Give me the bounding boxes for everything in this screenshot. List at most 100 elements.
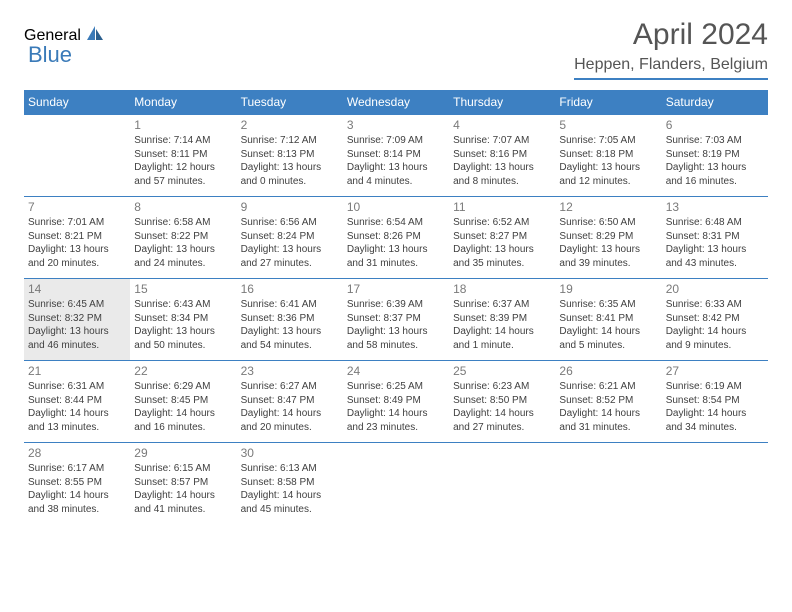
calendar-day-cell bbox=[662, 443, 768, 525]
sunset-text: Sunset: 8:54 PM bbox=[666, 394, 764, 408]
calendar-day-cell: 16Sunrise: 6:41 AMSunset: 8:36 PMDayligh… bbox=[237, 279, 343, 361]
calendar-day-cell: 25 Sunrise: 6:23 AMSunset: 8:50 PMDayligh… bbox=[449, 361, 555, 443]
sunset-text: Sunset: 8:45 PM bbox=[134, 394, 232, 408]
calendar-day-cell: 15Sunrise: 6:43 AMSunset: 8:34 PMDayligh… bbox=[130, 279, 236, 361]
day-header: Thursday bbox=[449, 90, 555, 115]
calendar-body: 1Sunrise: 7:14 AMSunset: 8:11 PMDaylight… bbox=[24, 115, 768, 525]
day-header: Sunday bbox=[24, 90, 130, 115]
day-number: 6 bbox=[666, 118, 764, 132]
day-number: 8 bbox=[134, 200, 232, 214]
sunset-text: Sunset: 8:26 PM bbox=[347, 230, 445, 244]
sunrise-text: Sunrise: 6:50 AM bbox=[559, 216, 657, 230]
day-info: Sunrise: 6:58 AMSunset: 8:22 PMDaylight:… bbox=[134, 216, 232, 270]
sunset-text: Sunset: 8:27 PM bbox=[453, 230, 551, 244]
day-number: 2 bbox=[241, 118, 339, 132]
calendar-day-cell: 21Sunrise: 6:31 AMSunset: 8:44 PMDayligh… bbox=[24, 361, 130, 443]
sunrise-text: Sunrise: 7:14 AM bbox=[134, 134, 232, 148]
calendar-table: SundayMondayTuesdayWednesdayThursdayFrid… bbox=[24, 90, 768, 525]
day-number: 14 bbox=[28, 282, 126, 296]
sunset-text: Sunset: 8:57 PM bbox=[134, 476, 232, 490]
sunrise-text: Sunrise: 6:31 AM bbox=[28, 380, 126, 394]
day-number: 24 bbox=[347, 364, 445, 378]
day-number: 22 bbox=[134, 364, 232, 378]
calendar-day-cell: 20Sunrise: 6:33 AMSunset: 8:42 PMDayligh… bbox=[662, 279, 768, 361]
sunset-text: Sunset: 8:13 PM bbox=[241, 148, 339, 162]
sunrise-text: Sunrise: 7:12 AM bbox=[241, 134, 339, 148]
day-info: Sunrise: 6:41 AMSunset: 8:36 PMDaylight:… bbox=[241, 298, 339, 352]
day-info: Sunrise: 6:48 AMSunset: 8:31 PMDaylight:… bbox=[666, 216, 764, 270]
sunset-text: Sunset: 8:47 PM bbox=[241, 394, 339, 408]
day-number: 26 bbox=[559, 364, 657, 378]
daylight-text: Daylight: 13 hours and 8 minutes. bbox=[453, 161, 551, 188]
day-info: Sunrise: 6:33 AMSunset: 8:42 PMDaylight:… bbox=[666, 298, 764, 352]
day-number: 13 bbox=[666, 200, 764, 214]
calendar-week-row: 21 Sunrise: 6:31 AMSunset: 8:44 PM Dayligh… bbox=[24, 361, 768, 443]
day-header: Tuesday bbox=[237, 90, 343, 115]
daylight-text: Daylight: 14 hours and 41 minutes. bbox=[134, 489, 232, 516]
calendar-day-cell bbox=[449, 443, 555, 525]
sunrise-text: Sunrise: 6:29 AM bbox=[134, 380, 232, 394]
day-number: 19 bbox=[559, 282, 657, 296]
day-number: 23 bbox=[241, 364, 339, 378]
calendar-day-cell: 19Sunrise: 6:35 AMSunset: 8:41 PMDayligh… bbox=[555, 279, 661, 361]
daylight-text: Daylight: 14 hours and 20 minutes. bbox=[241, 407, 339, 434]
sunrise-text: Sunrise: 6:39 AM bbox=[347, 298, 445, 312]
sunrise-text: Sunrise: 6:54 AM bbox=[347, 216, 445, 230]
calendar-week-row: 1Sunrise: 7:14 AMSunset: 8:11 PMDaylight… bbox=[24, 115, 768, 197]
sunrise-text: Sunrise: 6:13 AM bbox=[241, 462, 339, 476]
sunrise-text: Sunrise: 6:21 AM bbox=[559, 380, 657, 394]
sunset-text: Sunset: 8:31 PM bbox=[666, 230, 764, 244]
sunrise-text: Sunrise: 6:43 AM bbox=[134, 298, 232, 312]
day-number: 5 bbox=[559, 118, 657, 132]
daylight-text: Daylight: 14 hours and 27 minutes. bbox=[453, 407, 551, 434]
day-number: 17 bbox=[347, 282, 445, 296]
day-number: 21 bbox=[28, 364, 126, 378]
calendar-day-cell: 10Sunrise: 6:54 AMSunset: 8:26 PMDayligh… bbox=[343, 197, 449, 279]
day-header: Monday bbox=[130, 90, 236, 115]
daylight-text: Daylight: 13 hours and 4 minutes. bbox=[347, 161, 445, 188]
daylight-text: Daylight: 13 hours and 43 minutes. bbox=[666, 243, 764, 270]
day-info: Sunrise: 6:23 AMSunset: 8:50 PMDaylight:… bbox=[453, 380, 551, 434]
daylight-text: Daylight: 13 hours and 27 minutes. bbox=[241, 243, 339, 270]
sunset-text: Sunset: 8:21 PM bbox=[28, 230, 126, 244]
sunset-text: Sunset: 8:55 PM bbox=[28, 476, 126, 490]
sunrise-text: Sunrise: 6:25 AM bbox=[347, 380, 445, 394]
sunrise-text: Sunrise: 7:03 AM bbox=[666, 134, 764, 148]
daylight-text: Daylight: 13 hours and 35 minutes. bbox=[453, 243, 551, 270]
day-info: Sunrise: 6:50 AMSunset: 8:29 PMDaylight:… bbox=[559, 216, 657, 270]
day-number: 18 bbox=[453, 282, 551, 296]
sunrise-text: Sunrise: 6:23 AM bbox=[453, 380, 551, 394]
day-info: Sunrise: 6:43 AMSunset: 8:34 PMDaylight:… bbox=[134, 298, 232, 352]
day-number: 29 bbox=[134, 446, 232, 460]
logo-sail-icon bbox=[85, 24, 105, 47]
day-info: Sunrise: 6:52 AMSunset: 8:27 PMDaylight:… bbox=[453, 216, 551, 270]
month-title: April 2024 bbox=[574, 18, 768, 52]
sunset-text: Sunset: 8:41 PM bbox=[559, 312, 657, 326]
daylight-text: Daylight: 13 hours and 58 minutes. bbox=[347, 325, 445, 352]
day-number: 27 bbox=[666, 364, 764, 378]
sunrise-text: Sunrise: 6:58 AM bbox=[134, 216, 232, 230]
sunset-text: Sunset: 8:24 PM bbox=[241, 230, 339, 244]
day-info: Sunrise: 6:15 AMSunset: 8:57 PMDaylight:… bbox=[134, 462, 232, 516]
calendar-day-cell: 9Sunrise: 6:56 AMSunset: 8:24 PMDaylight… bbox=[237, 197, 343, 279]
sunset-text: Sunset: 8:16 PM bbox=[453, 148, 551, 162]
daylight-text: Daylight: 14 hours and 1 minute. bbox=[453, 325, 551, 352]
day-info: Sunrise: 6:54 AMSunset: 8:26 PMDaylight:… bbox=[347, 216, 445, 270]
title-block: April 2024 Heppen, Flanders, Belgium bbox=[574, 18, 768, 80]
calendar-day-cell: 6Sunrise: 7:03 AMSunset: 8:19 PMDaylight… bbox=[662, 115, 768, 197]
day-number: 3 bbox=[347, 118, 445, 132]
daylight-text: Daylight: 14 hours and 9 minutes. bbox=[666, 325, 764, 352]
calendar-day-cell: 22Sunrise: 6:29 AMSunset: 8:45 PMDayligh… bbox=[130, 361, 236, 443]
sunset-text: Sunset: 8:44 PM bbox=[28, 394, 126, 408]
sunset-text: Sunset: 8:14 PM bbox=[347, 148, 445, 162]
sunset-text: Sunset: 8:37 PM bbox=[347, 312, 445, 326]
daylight-text: Daylight: 13 hours and 20 minutes. bbox=[28, 243, 126, 270]
sunrise-text: Sunrise: 7:09 AM bbox=[347, 134, 445, 148]
header: General April 2024 Heppen, Flanders, Bel… bbox=[24, 18, 768, 80]
sunset-text: Sunset: 8:52 PM bbox=[559, 394, 657, 408]
calendar-day-cell: 23Sunrise: 6:27 AMSunset: 8:47 PMDayligh… bbox=[237, 361, 343, 443]
calendar-day-cell: 14Sunrise: 6:45 AMSunset: 8:32 PMDayligh… bbox=[24, 279, 130, 361]
day-number: 25 bbox=[453, 364, 551, 378]
day-info: Sunrise: 6:25 AMSunset: 8:49 PMDaylight:… bbox=[347, 380, 445, 434]
daylight-text: Daylight: 14 hours and 45 minutes. bbox=[241, 489, 339, 516]
